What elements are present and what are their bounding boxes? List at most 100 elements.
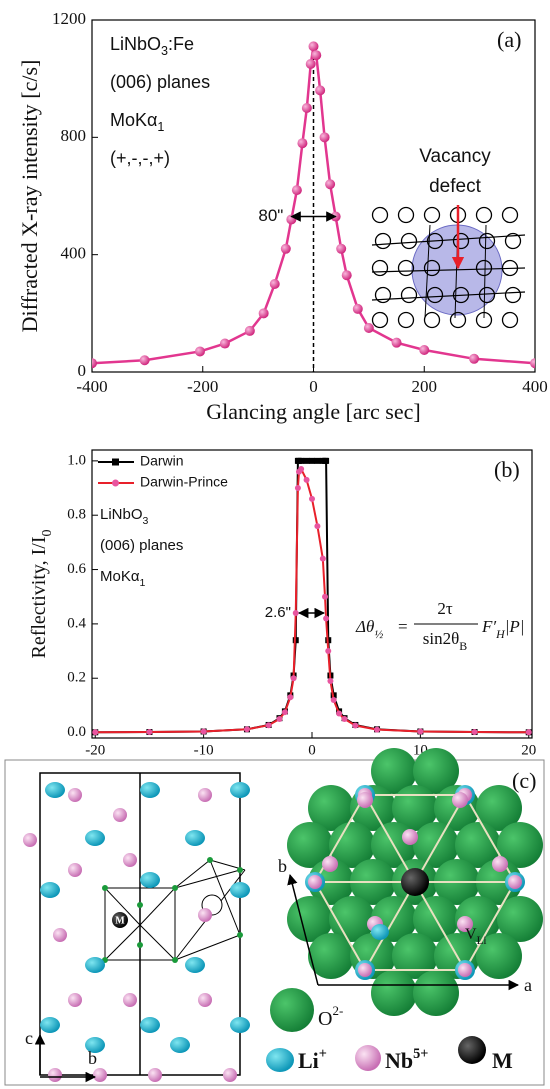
y-axis-title: Diffracted X-ray intensity [c/s] — [17, 60, 42, 333]
panel-label: (c) — [512, 768, 536, 793]
oxygen-ion — [392, 933, 438, 979]
data-point — [308, 41, 319, 52]
octahedron-edge — [104, 887, 141, 926]
x-tick-label: 0 — [309, 377, 318, 396]
li-ion — [185, 830, 205, 846]
m-site — [401, 868, 429, 896]
data-point — [269, 279, 280, 289]
data-point — [315, 85, 326, 96]
lattice-site — [371, 311, 389, 329]
data-point — [297, 138, 308, 149]
formula-lhs-part: ½ — [374, 627, 383, 641]
legend-label: Li+ — [298, 1046, 327, 1073]
x-tick-label: 400 — [522, 377, 548, 396]
formula-eq-part: = — [398, 617, 408, 636]
nb-ion — [198, 993, 212, 1007]
data-point — [146, 729, 153, 736]
lattice-line — [371, 291, 526, 301]
lattice-site — [374, 286, 392, 304]
octahedron-edge — [174, 934, 241, 961]
x-tick-label: 200 — [412, 377, 438, 396]
lattice-site — [423, 259, 441, 277]
plot-frame — [91, 449, 533, 739]
data-point — [374, 726, 381, 733]
lattice-line — [371, 267, 526, 273]
oxygen-ion — [497, 822, 543, 868]
li-ion — [140, 1017, 160, 1033]
x-tick-label: -10 — [194, 742, 214, 758]
lattice-site — [452, 232, 470, 250]
nb-ion — [508, 875, 522, 889]
annotation-part: MoKα — [100, 568, 140, 585]
data-point — [303, 457, 310, 464]
data-point — [325, 648, 332, 655]
annotation-part: :Fe — [168, 34, 194, 54]
nb-ion — [68, 863, 82, 877]
data-point — [281, 709, 288, 716]
octahedron-edge — [139, 887, 176, 926]
vacancy-label-part: Li — [477, 935, 487, 947]
data-point — [391, 337, 402, 348]
axis-label: b — [278, 856, 287, 876]
data-point — [309, 457, 315, 464]
li-ion — [85, 1037, 105, 1053]
annotation: LiNbO3 — [100, 506, 149, 527]
data-point — [525, 729, 532, 736]
oxygen-site — [207, 857, 213, 863]
fwhm-label: 2.6" — [265, 604, 291, 621]
nb-ion — [53, 928, 67, 942]
data-point — [92, 729, 99, 736]
x-tick-label: 0 — [308, 742, 316, 758]
data-point — [280, 243, 291, 254]
nb-ion — [68, 788, 82, 802]
lattice-site — [374, 232, 392, 250]
oxygen-ion — [308, 785, 354, 831]
data-point — [417, 728, 424, 735]
y-tick-label: 400 — [61, 244, 87, 263]
data-point — [352, 722, 359, 729]
lattice-site — [397, 259, 415, 277]
nb-ion — [198, 908, 212, 922]
nb-ion — [322, 856, 338, 872]
x-tick-label: 20 — [521, 742, 536, 758]
annotation-part: 1 — [140, 577, 146, 589]
formula-num: 2τ — [437, 599, 453, 618]
lattice-site — [478, 286, 496, 304]
data-point — [363, 323, 374, 333]
formula-rhs-part: H — [495, 627, 506, 641]
octahedron-edge — [209, 859, 241, 936]
lattice-site — [400, 286, 418, 304]
data-point — [309, 495, 315, 502]
data-point — [323, 615, 330, 622]
lattice-line — [371, 234, 526, 246]
formula-num-part: 2τ — [437, 599, 453, 618]
data-point — [319, 555, 326, 562]
data-point — [311, 50, 322, 61]
data-point — [471, 729, 478, 736]
legend-label-part: M — [492, 1048, 513, 1073]
y-tick-label: 0.2 — [67, 670, 86, 686]
m-site — [112, 912, 128, 928]
nb-ion — [357, 792, 373, 808]
oxygen-ion — [308, 933, 354, 979]
lattice-site — [371, 206, 389, 224]
nb-ion — [123, 993, 137, 1007]
legend-m — [458, 1036, 486, 1064]
legend-label-part: Nb — [385, 1048, 413, 1073]
y-tick-label: 1.0 — [67, 452, 86, 468]
oxygen-site — [237, 867, 243, 873]
nb-ion — [402, 829, 418, 845]
oxygen-ion — [497, 896, 543, 942]
oxygen-ion — [287, 822, 333, 868]
site-label: M — [115, 915, 125, 926]
oxygen-site — [237, 932, 243, 938]
axis-label: c — [25, 1028, 33, 1048]
data-point — [294, 485, 301, 492]
y-axis-title-part: Reflectivity, I/I — [28, 537, 50, 659]
data-point — [336, 710, 343, 717]
lattice-site — [501, 206, 519, 224]
y-axis-title-part: Diffracted X-ray intensity [c/s] — [17, 60, 42, 333]
data-point — [336, 243, 347, 254]
lattice-site — [423, 311, 441, 329]
oxygen-ion — [371, 970, 417, 1016]
